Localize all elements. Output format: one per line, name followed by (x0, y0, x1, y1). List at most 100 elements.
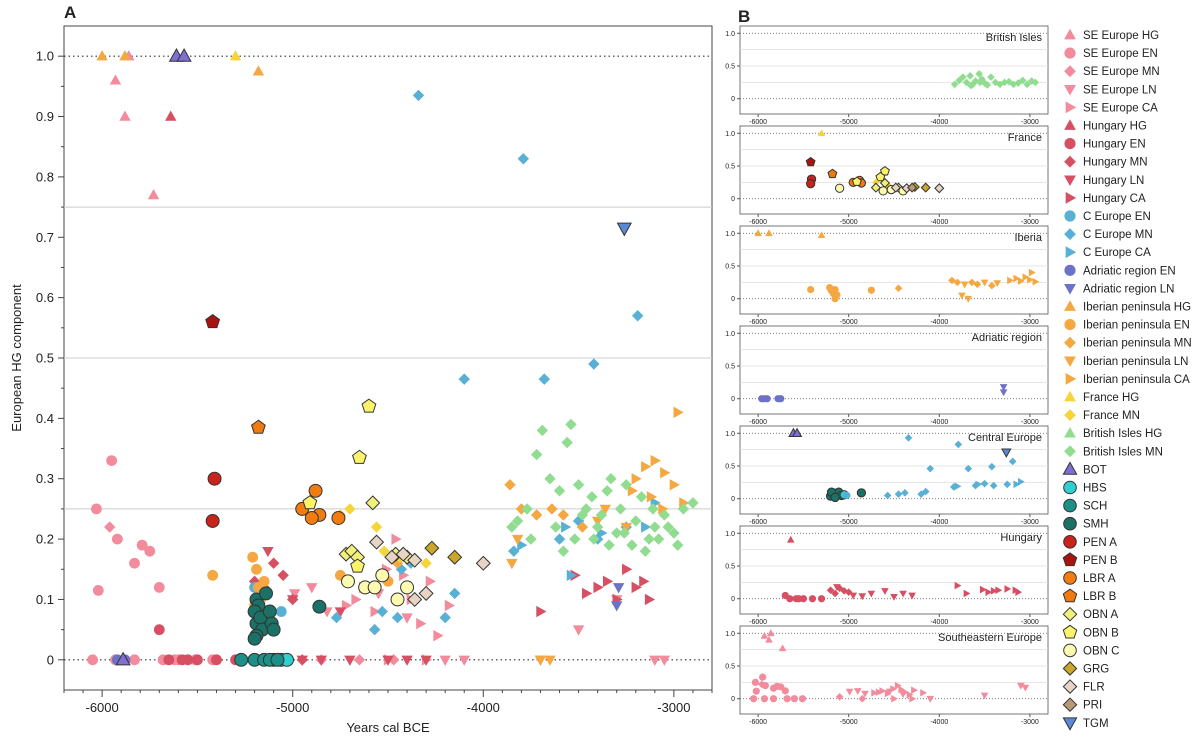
panel-a-label: A (64, 3, 76, 22)
data-point (506, 559, 518, 570)
y-tick-label: 0.5 (725, 364, 735, 371)
data-point (660, 466, 671, 479)
regional-scatter-panels: 0 0.5 1.0 -6000 -5000 -4000 -3000 British Isles… (725, 25, 1049, 726)
data-point (759, 673, 767, 681)
legend-marker (1062, 697, 1078, 713)
legend-marker (1064, 427, 1076, 438)
data-point (985, 588, 993, 596)
y-tick-label: 1.0 (725, 131, 735, 138)
data-point (425, 575, 436, 588)
data-point (843, 491, 851, 500)
data-point (871, 689, 879, 697)
data-point (649, 655, 661, 666)
data-point (980, 279, 989, 287)
series-iberian-peninsula-ln (506, 504, 632, 666)
legend-marker (1062, 624, 1078, 639)
legend-label: LBR A (1083, 573, 1116, 585)
x-tick-label: -4000 (930, 619, 948, 626)
data-point (351, 593, 362, 606)
data-point (890, 593, 898, 601)
data-point (119, 110, 131, 121)
data-point (786, 595, 794, 603)
legend-item-hungary-ln: Hungary LN (1064, 175, 1144, 187)
series-pen-b (205, 313, 221, 329)
legend-label: TGM (1083, 718, 1109, 730)
data-point (96, 50, 108, 61)
data-point (899, 691, 907, 699)
data-point (407, 591, 423, 608)
data-point (375, 568, 390, 583)
data-point (781, 687, 789, 695)
legend-item-iberian-peninsula-mn: Iberian peninsula MN (1064, 336, 1192, 350)
series-british-isles-mn (506, 418, 699, 557)
y-tick-label: 0.5 (725, 464, 735, 471)
data-point (439, 611, 451, 624)
y-tick-label: 0 (731, 196, 735, 203)
data-point (612, 583, 625, 594)
data-point (677, 503, 690, 515)
data-point (296, 655, 308, 666)
data-point (1013, 274, 1021, 283)
data-point (626, 539, 638, 551)
data-point (458, 655, 470, 666)
data-point (906, 691, 914, 699)
legend-label: Adriatic region EN (1083, 265, 1176, 277)
data-point (907, 182, 918, 193)
data-point (971, 77, 980, 85)
data-point (391, 533, 402, 545)
panel-adriatic-region: 0 0.5 1.0 -6000 -5000 -4000 -3000 Adriatic regi… (725, 325, 1049, 426)
series-lbr-b (251, 419, 266, 434)
data-point (350, 558, 365, 573)
data-point (192, 654, 203, 666)
data-point (817, 129, 826, 137)
data-point (641, 521, 652, 533)
data-point (602, 575, 614, 588)
legend-label: HBS (1083, 483, 1107, 495)
y-tick-label: 0.8 (36, 169, 54, 184)
x-tick-label: -5000 (840, 219, 858, 226)
data-point (1032, 277, 1040, 286)
legend-item-obn-b: OBN B (1062, 624, 1119, 639)
data-point (975, 70, 983, 78)
data-point (370, 521, 383, 533)
data-point (136, 539, 148, 551)
legend-label: Adriatic region LN (1083, 283, 1174, 295)
y-tick-label: 0.1 (36, 592, 54, 607)
legend-item-hbs: HBS (1063, 480, 1107, 495)
data-point (894, 681, 902, 690)
data-point (968, 278, 976, 287)
data-point (87, 654, 98, 666)
data-point (370, 605, 381, 618)
legend-marker (1063, 535, 1077, 549)
data-point (546, 503, 558, 515)
legend-label: PRI (1083, 700, 1102, 712)
data-point (879, 687, 887, 695)
data-point (1017, 682, 1025, 690)
panel-b-label: B (738, 7, 750, 26)
legend-label: FLR (1083, 682, 1105, 694)
data-point (954, 482, 962, 491)
data-point (669, 479, 680, 491)
data-point (588, 358, 600, 370)
data-point (687, 497, 699, 509)
legend-label: OBN B (1083, 627, 1119, 639)
data-point (618, 527, 631, 539)
data-point (599, 504, 611, 515)
y-tick-label: 0.4 (36, 411, 54, 426)
data-point (875, 171, 886, 182)
data-point (106, 455, 118, 467)
data-point (920, 182, 931, 193)
data-point (909, 694, 917, 703)
data-point (891, 694, 898, 703)
legend-label: C Europe MN (1083, 229, 1153, 241)
legend-marker (1064, 445, 1076, 458)
data-point (288, 589, 301, 600)
data-point (304, 510, 319, 525)
legend-marker (1065, 101, 1077, 114)
data-point (760, 631, 769, 639)
data-point (572, 479, 585, 491)
data-point (331, 510, 346, 525)
data-point (511, 515, 524, 527)
data-point (662, 521, 674, 533)
data-point (777, 395, 785, 403)
